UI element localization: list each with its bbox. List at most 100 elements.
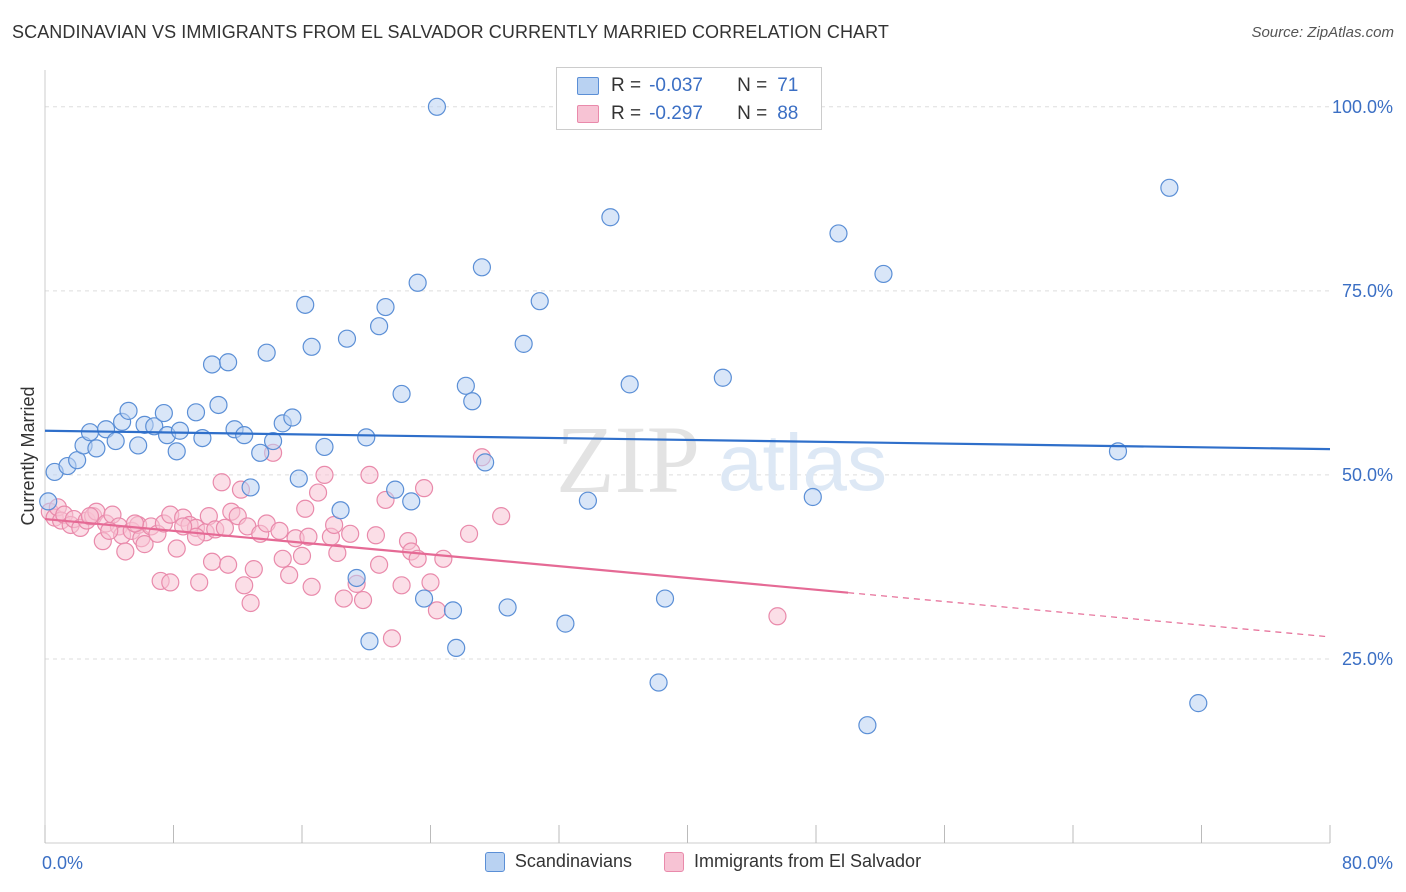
scandinavian-point — [170, 421, 190, 440]
el-salvador-point — [392, 576, 411, 595]
y-axis-label: Currently Married — [18, 386, 38, 525]
scandinavian-point — [302, 337, 321, 356]
watermark: ZIP atlas — [556, 406, 887, 513]
tick-labels: 25.0% 50.0% 75.0% 100.0% 0.0% 80.0% — [42, 97, 1393, 873]
scandinavian-point — [96, 420, 116, 439]
trend-line-scandinavians — [44, 429, 1331, 451]
scandinavian-point — [443, 601, 463, 620]
scandinavian-point — [655, 589, 675, 608]
el-salvador-point — [273, 549, 292, 568]
el-salvador-point — [360, 465, 379, 485]
legend-r-label: R = — [611, 75, 642, 96]
scandinavian-point — [858, 716, 877, 735]
scandinavian-point — [209, 395, 228, 415]
el-salvador-point — [302, 577, 321, 596]
scandinavian-point — [803, 487, 822, 507]
scandinavian-point — [447, 638, 466, 658]
source-label: Source: ZipAtlas.com — [1251, 24, 1394, 41]
legend-r-label: R = — [611, 103, 642, 124]
scandinavian-point — [376, 297, 395, 317]
el-salvador-point — [370, 555, 389, 574]
el-salvador-point — [135, 535, 154, 554]
scandinavian-point — [620, 375, 639, 394]
scandinavian-point — [257, 343, 276, 362]
el-salvador-point — [190, 573, 209, 592]
scandinavian-point — [829, 224, 848, 243]
el-salvador-point — [492, 507, 511, 526]
el-salvador-point — [235, 576, 254, 595]
scandinavian-point — [874, 264, 893, 284]
el-salvador-point — [296, 499, 315, 518]
y-tick-label: 100.0% — [1332, 97, 1393, 117]
scandinavian-point — [530, 292, 549, 311]
legend-n-value: 88 — [777, 103, 799, 124]
legend-row-el-salvador: R = -0.297 N = 88 — [577, 100, 798, 128]
el-salvador-point — [100, 521, 119, 540]
scandinavian-point — [1189, 694, 1208, 713]
legend-swatch-pink — [577, 105, 599, 123]
el-salvador-point — [768, 607, 787, 626]
el-salvador-point — [366, 526, 385, 545]
el-salvador-point — [125, 514, 145, 533]
scandinavian-point — [106, 431, 125, 451]
el-salvador-point — [161, 573, 180, 592]
el-salvador-point — [341, 524, 360, 543]
y-tick-label: 50.0% — [1342, 465, 1393, 485]
scandinavian-point — [386, 480, 405, 499]
series-scandinavians — [39, 97, 1208, 735]
scandinavian-point — [556, 614, 575, 633]
legend-label-scandinavians: Scandinavians — [514, 851, 632, 871]
scandinavian-point — [357, 428, 376, 447]
el-salvador-point — [382, 629, 402, 648]
scandinavian-point — [167, 442, 186, 461]
scandinavian-point — [331, 501, 350, 520]
el-salvador-point — [212, 473, 231, 492]
legend-n-label: N = — [737, 103, 768, 124]
el-salvador-point — [353, 590, 373, 610]
el-salvador-point — [202, 552, 222, 571]
scandinavian-point — [263, 431, 283, 451]
scandinavian-point — [427, 97, 447, 116]
scandinavian-point — [315, 437, 334, 457]
scandinavian-point — [370, 317, 389, 336]
scandinavian-point — [578, 491, 598, 510]
el-salvador-point — [270, 521, 289, 540]
scandinavian-point — [402, 492, 421, 511]
legend-r-value: -0.037 — [649, 75, 703, 96]
el-salvador-point — [459, 524, 479, 543]
scandinavian-point — [154, 403, 173, 423]
trend-line-el-salvador — [44, 517, 849, 594]
legend-item-scandinavians[interactable]: Scandinavians — [484, 851, 632, 872]
scandinavian-point — [202, 355, 222, 374]
scandinavian-point — [129, 436, 148, 455]
scandinavian-point — [649, 673, 668, 692]
el-salvador-point — [219, 555, 238, 574]
el-salvador-point — [280, 565, 299, 585]
scandinavian-point — [347, 568, 366, 588]
legend-swatch-blue — [577, 77, 599, 95]
el-salvador-point — [315, 465, 334, 485]
scandinavian-point — [87, 439, 106, 458]
el-salvador-point — [308, 483, 328, 502]
el-salvador-point — [414, 479, 434, 498]
watermark-zip: ZIP — [556, 406, 700, 513]
y-tick-label: 75.0% — [1342, 281, 1393, 301]
legend-item-el-salvador[interactable]: Immigrants from El Salvador — [664, 851, 921, 872]
x-tick-label-max: 80.0% — [1342, 853, 1393, 873]
scandinavian-point — [119, 401, 138, 420]
stats-legend: R = -0.037 N = 71 R = -0.297 N = 88 — [556, 67, 822, 130]
el-salvador-point — [167, 539, 186, 558]
scandinavian-point — [408, 273, 427, 292]
scandinavian-point — [498, 598, 517, 617]
el-salvador-point — [328, 543, 347, 563]
scandinavian-point — [713, 368, 732, 387]
scandinavian-point — [1160, 178, 1179, 197]
el-salvador-point — [241, 593, 260, 613]
chart-title: SCANDINAVIAN VS IMMIGRANTS FROM EL SALVA… — [12, 22, 890, 42]
grid-lines — [45, 106, 1330, 660]
legend-n-label: N = — [737, 75, 768, 96]
el-salvador-point — [244, 560, 263, 579]
scandinavian-point — [186, 403, 206, 422]
legend-swatch-blue — [484, 851, 505, 872]
scandinavian-point — [289, 469, 308, 488]
